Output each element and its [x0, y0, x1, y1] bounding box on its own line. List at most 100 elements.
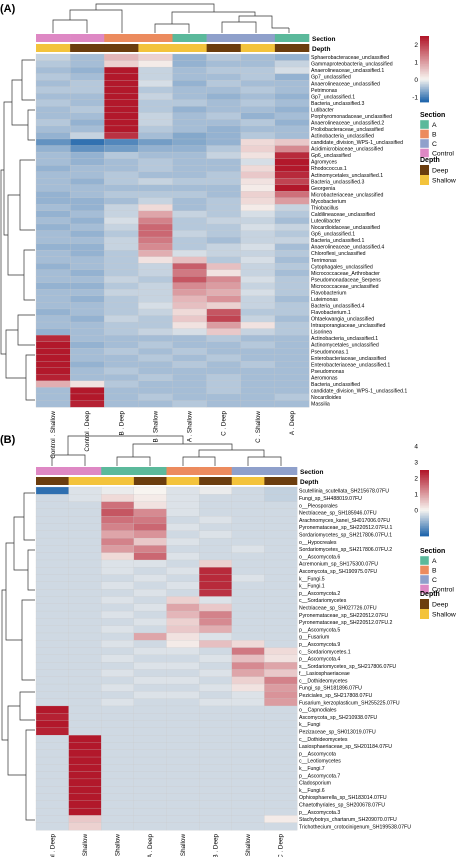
heatmap-cell	[133, 647, 167, 656]
colorbar-segment	[420, 45, 429, 48]
heatmap-cell	[35, 80, 71, 88]
heatmap-cell	[138, 328, 173, 336]
heatmap-cell	[274, 380, 310, 388]
heatmap-cell	[231, 567, 265, 576]
heatmap-cell	[35, 276, 71, 284]
row-label: p__Ascomycota.5	[299, 627, 340, 633]
heatmap-cell	[68, 654, 102, 663]
heatmap-cell	[240, 80, 276, 88]
heatmap-cell	[68, 698, 102, 707]
heatmap-cell	[199, 742, 233, 751]
heatmap-cell	[68, 815, 102, 824]
heatmap-cell	[240, 354, 276, 362]
heatmap-cell	[172, 210, 208, 218]
heatmap-cell	[166, 589, 200, 597]
heatmap-cell	[35, 501, 70, 510]
depth-annotation-cell	[36, 44, 71, 52]
row-label: Gammaproteobacteria_unclassified	[311, 62, 393, 68]
heatmap-cell	[264, 508, 298, 517]
heatmap-cell	[199, 508, 233, 517]
heatmap-cell	[104, 151, 139, 160]
heatmap-cell	[199, 486, 233, 495]
legend-section-swatch	[419, 148, 430, 158]
dendrogram-branch	[51, 454, 86, 466]
heatmap-cell	[199, 647, 233, 656]
heatmap-cell	[231, 640, 265, 648]
heatmap-cell	[274, 308, 310, 316]
section-annotation-cell	[172, 34, 207, 42]
heatmap-cell	[68, 647, 102, 656]
heatmap-cell	[104, 106, 139, 114]
heatmap-cell	[172, 302, 208, 310]
row-label: Ohtaekwangia_unclassified	[311, 317, 374, 323]
heatmap-cell	[172, 184, 208, 192]
heatmap-cell	[172, 178, 208, 186]
colorbar-tick-label: 0	[414, 508, 418, 515]
heatmap-cell	[138, 256, 173, 264]
heatmap-cell	[274, 249, 310, 258]
legend-section-swatch	[419, 565, 430, 575]
heatmap-cell	[206, 400, 242, 408]
row-label: Petrimonas	[311, 88, 338, 94]
heatmap-cell	[231, 625, 265, 634]
heatmap-cell	[101, 756, 135, 765]
heatmap-cell	[68, 713, 102, 721]
heatmap-cell	[35, 786, 70, 794]
heatmap-cell	[240, 243, 276, 251]
row-label: Actinomycetales_unclassified	[311, 343, 379, 349]
colorbar-segment	[420, 47, 429, 50]
heatmap-cell	[68, 567, 102, 576]
row-label: Nocardioides	[311, 395, 342, 401]
heatmap-cell	[240, 348, 276, 356]
heatmap-cell	[274, 400, 310, 408]
row-label: c__Leotiomycetes	[299, 759, 341, 765]
heatmap-cell	[274, 328, 310, 336]
heatmap-cell	[104, 223, 139, 231]
heatmap-cell	[35, 610, 70, 619]
depth-annotation-cell	[166, 477, 200, 485]
column-label: B . Deep	[212, 834, 219, 857]
heatmap-cell	[240, 171, 276, 179]
row-label: Georgenia	[311, 186, 335, 192]
heatmap-cell	[68, 742, 102, 751]
heatmap-cell	[104, 145, 139, 153]
heatmap-cell	[138, 197, 173, 205]
heatmap-cell	[35, 256, 71, 264]
heatmap-cell	[101, 559, 135, 568]
heatmap-cell	[138, 321, 173, 329]
heatmap-cell	[104, 341, 139, 349]
row-label: k__Fungi.7	[299, 766, 325, 772]
dendrogram-branch	[238, 15, 289, 29]
heatmap-cell	[133, 727, 167, 736]
heatmap-cell	[231, 786, 265, 794]
heatmap-cell	[166, 683, 200, 692]
heatmap-cell	[35, 618, 70, 627]
heatmap-cell	[138, 73, 173, 81]
heatmap-cell	[70, 99, 105, 107]
heatmap-cell	[264, 589, 298, 597]
heatmap-cell	[264, 815, 298, 824]
heatmap-cell	[133, 742, 167, 751]
heatmap-cell	[231, 552, 265, 561]
legend-section-swatch	[419, 119, 430, 130]
row-label: Sphaerobacteraceae_unclassified	[311, 55, 389, 61]
colorbar-segment	[420, 97, 429, 100]
row-label: Porphyromonadaceae_unclassified	[311, 114, 392, 120]
heatmap-cell	[240, 99, 276, 107]
heatmap-cell	[240, 328, 276, 336]
heatmap-cell	[101, 486, 135, 495]
heatmap-cell	[68, 735, 102, 743]
colorbar-segment	[420, 524, 429, 527]
section-annotation-cell	[274, 34, 310, 42]
depth-annotation-cell	[68, 477, 102, 485]
heatmap-cell	[264, 537, 298, 546]
row-label: Scutellinia_scutellata_SH215678.07FU	[299, 489, 389, 495]
heatmap-cell	[101, 749, 135, 758]
heatmap-cell	[35, 315, 71, 323]
heatmap-cell	[274, 361, 310, 369]
colorbar-segment	[420, 62, 429, 65]
heatmap-cell	[166, 654, 200, 663]
heatmap-cell	[101, 501, 135, 510]
heatmap-cell	[101, 603, 135, 612]
heatmap-cell	[133, 596, 167, 605]
